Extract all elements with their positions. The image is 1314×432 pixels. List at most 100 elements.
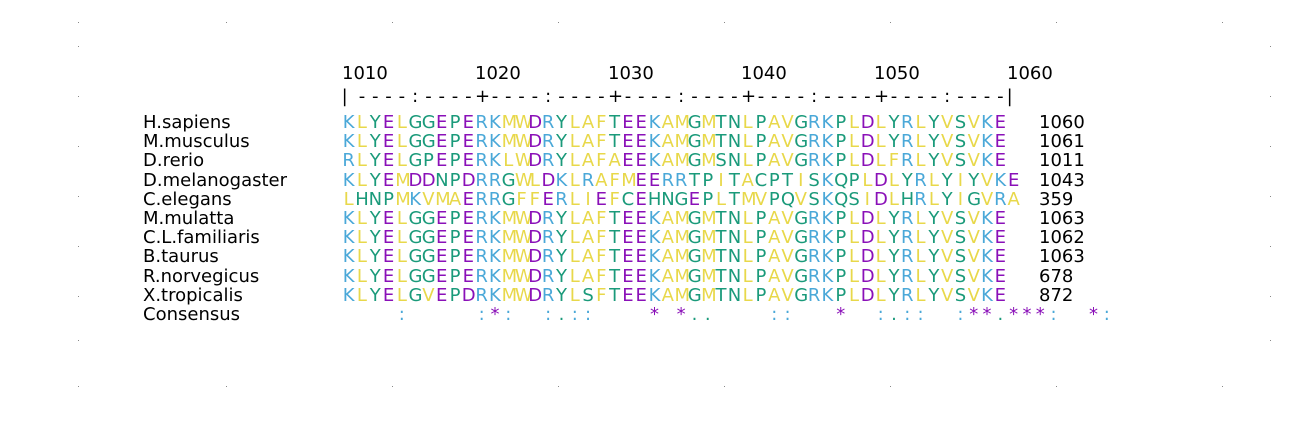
residue: K (648, 131, 661, 153)
residue: E (382, 284, 395, 306)
residue: Y (888, 246, 900, 268)
residue: R (541, 227, 555, 249)
residue: K (648, 150, 661, 172)
ruler-mark: - (903, 86, 911, 107)
residue: N (727, 265, 742, 287)
residue: T (728, 188, 740, 210)
residue: D (461, 284, 476, 306)
frame-dot (78, 22, 79, 23)
residue: H (355, 188, 369, 210)
residue: M (701, 284, 717, 306)
residue: L (569, 265, 580, 287)
consensus-symbol: : (957, 304, 964, 325)
residue: R (661, 169, 675, 191)
residue: M (741, 188, 757, 210)
residue: M (501, 131, 518, 153)
residue: C (621, 188, 635, 210)
residue: K (981, 131, 993, 153)
residue: Y (928, 265, 940, 287)
residue: V (794, 188, 807, 210)
residue: V (781, 284, 794, 306)
residue: N (727, 131, 742, 153)
residue: R (475, 227, 488, 249)
residue: M (674, 246, 691, 268)
residue: T (609, 284, 621, 306)
residue: A (768, 131, 781, 153)
frame-dot (1270, 246, 1271, 247)
frame-dot (392, 22, 393, 23)
residue: A (768, 112, 781, 133)
residue: G (794, 284, 809, 306)
residue: S (954, 208, 967, 229)
residue: V (940, 150, 954, 172)
residue: P (755, 208, 767, 229)
ruler-tick-label: 1020 (475, 63, 521, 84)
residue: E (635, 112, 647, 133)
residue: Y (941, 188, 953, 210)
residue: P (835, 112, 847, 133)
residue: G (421, 246, 436, 268)
residue: E (622, 265, 634, 287)
frame-dot (724, 22, 725, 23)
residue: R (541, 246, 555, 268)
residue: E (436, 227, 448, 249)
frame-dot (226, 386, 227, 387)
residue: L (569, 131, 580, 153)
residue: A (581, 227, 595, 249)
residue: G (687, 150, 702, 172)
residue: E (436, 246, 448, 268)
residue: E (994, 246, 1007, 268)
residue: Y (555, 265, 567, 287)
residue: V (422, 284, 435, 306)
residue: D (528, 112, 543, 133)
residue: Q (780, 188, 796, 210)
residue: R (555, 188, 568, 210)
residue: R (807, 246, 821, 268)
ruler-mark: - (837, 86, 844, 107)
residue: I (585, 188, 591, 210)
residue: E (382, 131, 395, 153)
residue: L (569, 208, 580, 229)
residue: L (356, 150, 367, 172)
residue: E (462, 112, 475, 133)
residue: A (581, 246, 595, 268)
residue: M (674, 131, 691, 153)
ruler-tick-label: 1060 (1007, 63, 1053, 84)
residue: E (994, 227, 1007, 249)
residue: D (528, 246, 543, 268)
residue: L (396, 227, 407, 249)
residue: Y (928, 284, 940, 306)
residue: G (408, 284, 423, 306)
residue: L (396, 112, 407, 133)
residue: R (475, 284, 488, 306)
residue: D (860, 246, 875, 268)
residue: Y (888, 265, 900, 287)
residue: A (595, 169, 608, 191)
species-name: C.L.familiaris (143, 227, 260, 249)
residue: G (687, 246, 702, 268)
residue: K (489, 284, 501, 306)
residue: L (849, 112, 860, 133)
consensus-symbol: : (877, 304, 884, 325)
residue: A (768, 265, 781, 287)
residue: L (569, 169, 580, 191)
residue: I (798, 169, 804, 191)
residue: Y (369, 208, 381, 229)
ruler-mark: - (770, 86, 778, 107)
consensus-symbol: : (784, 304, 791, 325)
residue: L (569, 150, 580, 172)
residue: C (754, 169, 768, 191)
ruler-mark: - (784, 86, 791, 107)
species-name: R.norvegicus (143, 265, 260, 287)
residue: M (674, 112, 691, 133)
residue: P (449, 246, 461, 268)
residue: A (581, 150, 595, 172)
residue: E (382, 208, 395, 229)
ruler-mark: - (997, 86, 1004, 107)
ruler-mark: + (741, 86, 757, 107)
residue: T (715, 284, 727, 306)
residue: H (647, 188, 662, 210)
residue: Y (928, 246, 940, 268)
residue: L (742, 265, 753, 287)
residue: M (701, 150, 717, 172)
